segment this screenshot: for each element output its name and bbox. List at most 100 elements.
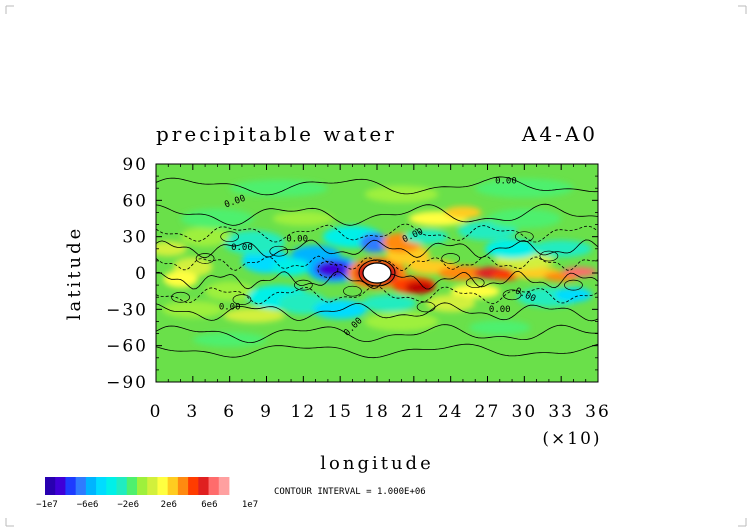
y-tick-label: −30 bbox=[106, 300, 148, 320]
colorbar-tick-label: −2e6 bbox=[117, 500, 139, 510]
contour-line bbox=[156, 255, 598, 272]
x-multiplier: (×10) bbox=[542, 429, 601, 449]
contour-line bbox=[156, 302, 598, 322]
closed-contour bbox=[564, 279, 583, 291]
closed-contour bbox=[343, 285, 362, 297]
colorbar-swatch bbox=[65, 477, 77, 495]
anomaly-patch bbox=[405, 281, 435, 294]
x-axis: 0 3 6 9 12 15 18 21 24 27 30 33 36 bbox=[150, 164, 611, 422]
contour-line bbox=[156, 203, 598, 226]
anomaly-patch bbox=[475, 178, 574, 198]
colorbar-swatch bbox=[126, 477, 138, 495]
colorbar bbox=[45, 477, 230, 495]
contour-line bbox=[156, 270, 598, 290]
colorbar-swatch bbox=[177, 477, 189, 495]
colorbar-labels: −1e7 −6e6 −2e6 2e6 6e6 1e7 bbox=[36, 500, 258, 510]
colorbar-swatch bbox=[147, 477, 158, 495]
y-tick-label: −90 bbox=[106, 373, 148, 393]
colorbar-swatch bbox=[188, 477, 199, 495]
anomaly-patch bbox=[450, 283, 500, 299]
contour-label: 0.00 bbox=[231, 243, 253, 253]
colorbar-swatch bbox=[55, 477, 66, 495]
x-tick-label: 18 bbox=[364, 402, 390, 422]
colorbar-swatch bbox=[45, 477, 56, 495]
contour-lines bbox=[156, 176, 598, 359]
anomaly-patch bbox=[362, 294, 417, 312]
chart-subtitle: A4-A0 bbox=[521, 122, 598, 146]
anomaly-patch bbox=[318, 262, 346, 277]
anomaly-patch bbox=[162, 300, 224, 318]
anomaly-patch bbox=[485, 239, 540, 259]
anomaly-patch bbox=[205, 281, 255, 301]
closed-contour bbox=[220, 231, 240, 243]
colorbar-swatch bbox=[96, 477, 107, 495]
contour-line bbox=[156, 324, 598, 344]
anomaly-patch bbox=[271, 258, 311, 276]
contour-label: 0.00 bbox=[489, 305, 511, 315]
contour-label: 0.00 bbox=[286, 235, 308, 245]
colorbar-tick-label: −6e6 bbox=[77, 500, 99, 510]
anomaly-patch bbox=[562, 266, 597, 277]
colorbar-tick-label: 2e6 bbox=[161, 500, 177, 510]
colorbar-swatch bbox=[116, 477, 128, 495]
max-contour bbox=[358, 259, 396, 287]
closed-contour bbox=[465, 277, 485, 289]
x-tick-label: 15 bbox=[327, 402, 353, 422]
field-anomalies bbox=[156, 178, 597, 347]
max-core bbox=[362, 262, 392, 284]
closed-contour bbox=[269, 245, 289, 257]
closed-contour bbox=[416, 301, 436, 313]
x-tick-label: 21 bbox=[401, 402, 427, 422]
anomaly-patch bbox=[163, 270, 198, 288]
closed-contour bbox=[293, 279, 313, 291]
anomaly-patch bbox=[364, 311, 439, 332]
anomaly-patch bbox=[444, 206, 482, 219]
colorbar-swatch bbox=[167, 477, 179, 495]
closed-contour bbox=[232, 294, 252, 305]
anomaly-patch bbox=[555, 287, 592, 303]
anomaly-patch bbox=[192, 332, 267, 347]
colorbar-tick-label: 1e7 bbox=[242, 500, 258, 510]
min-contour bbox=[317, 260, 339, 278]
contour-label: 0.00 bbox=[495, 176, 517, 186]
contour-label: 0.00 bbox=[219, 302, 241, 312]
x-tick-label: 36 bbox=[585, 402, 611, 422]
anomaly-patch bbox=[404, 229, 449, 244]
colorbar-swatch bbox=[157, 477, 169, 495]
anomaly-patch bbox=[223, 308, 285, 323]
x-tick-label: 6 bbox=[223, 402, 236, 422]
closed-contour bbox=[441, 253, 461, 264]
anomaly-patch bbox=[364, 185, 439, 203]
closed-contour bbox=[171, 291, 190, 303]
x-tick-label: 0 bbox=[150, 402, 163, 422]
colorbar-swatch bbox=[85, 477, 97, 495]
x-tick-label: 12 bbox=[291, 402, 317, 422]
page-corner-marks bbox=[5, 5, 747, 527]
anomaly-patch bbox=[180, 208, 255, 229]
anomaly-patch bbox=[530, 240, 592, 258]
colorbar-swatch bbox=[218, 477, 230, 495]
y-tick-label: 30 bbox=[122, 228, 148, 248]
closed-contour bbox=[502, 289, 522, 301]
colorbar-swatch bbox=[75, 477, 87, 495]
anomaly-patch bbox=[156, 241, 187, 257]
y-tick-label: 60 bbox=[122, 191, 148, 211]
anomaly-patch bbox=[272, 211, 335, 226]
contour-line bbox=[156, 239, 598, 259]
chart-title: precipitable water bbox=[156, 122, 397, 146]
anomaly-patch bbox=[487, 208, 562, 229]
contour-interval-note: CONTOUR INTERVAL = 1.000E+06 bbox=[274, 487, 426, 497]
x-tick-label: 9 bbox=[260, 402, 273, 422]
x-tick-label: 3 bbox=[186, 402, 199, 422]
colorbar-tick-label: −1e7 bbox=[36, 500, 58, 510]
closed-contour bbox=[195, 253, 215, 264]
anomaly-patch bbox=[359, 233, 390, 253]
x-axis-label: longitude bbox=[320, 453, 433, 474]
anomaly-patch bbox=[180, 226, 230, 247]
y-tick-label: 0 bbox=[135, 264, 148, 284]
colorbar-swatch bbox=[208, 477, 220, 495]
closed-contour bbox=[539, 250, 559, 262]
contour-line bbox=[156, 176, 598, 196]
field-features bbox=[317, 259, 396, 287]
